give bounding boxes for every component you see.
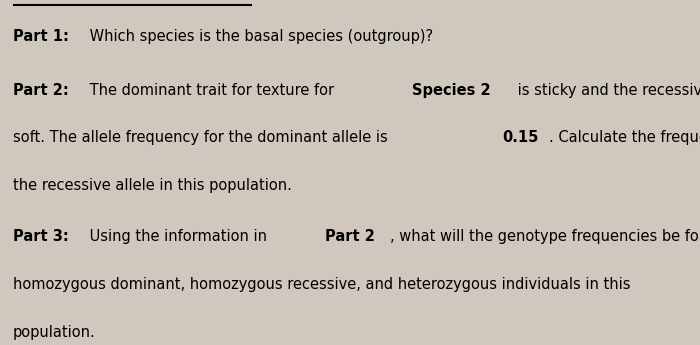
- Text: the recessive allele in this population.: the recessive allele in this population.: [13, 178, 291, 193]
- Text: Which species is the basal species (outgroup)?: Which species is the basal species (outg…: [85, 29, 433, 44]
- Text: Part 2: Part 2: [326, 229, 375, 244]
- Text: Part 1:: Part 1:: [13, 29, 69, 44]
- Text: Using the information in: Using the information in: [85, 229, 271, 244]
- Text: Part 3:: Part 3:: [13, 229, 69, 244]
- Text: is sticky and the recessive trait is: is sticky and the recessive trait is: [513, 83, 700, 98]
- Text: , what will the genotype frequencies be for the: , what will the genotype frequencies be …: [390, 229, 700, 244]
- Text: population.: population.: [13, 325, 95, 339]
- Text: Part 2:: Part 2:: [13, 83, 69, 98]
- Text: homozygous dominant, homozygous recessive, and heterozygous individuals in this: homozygous dominant, homozygous recessiv…: [13, 277, 630, 292]
- Text: 0.15: 0.15: [502, 130, 538, 145]
- Text: Species 2: Species 2: [412, 83, 491, 98]
- Text: . Calculate the frequency for: . Calculate the frequency for: [549, 130, 700, 145]
- Text: soft. The allele frequency for the dominant allele is: soft. The allele frequency for the domin…: [13, 130, 392, 145]
- Text: The dominant trait for texture for: The dominant trait for texture for: [85, 83, 338, 98]
